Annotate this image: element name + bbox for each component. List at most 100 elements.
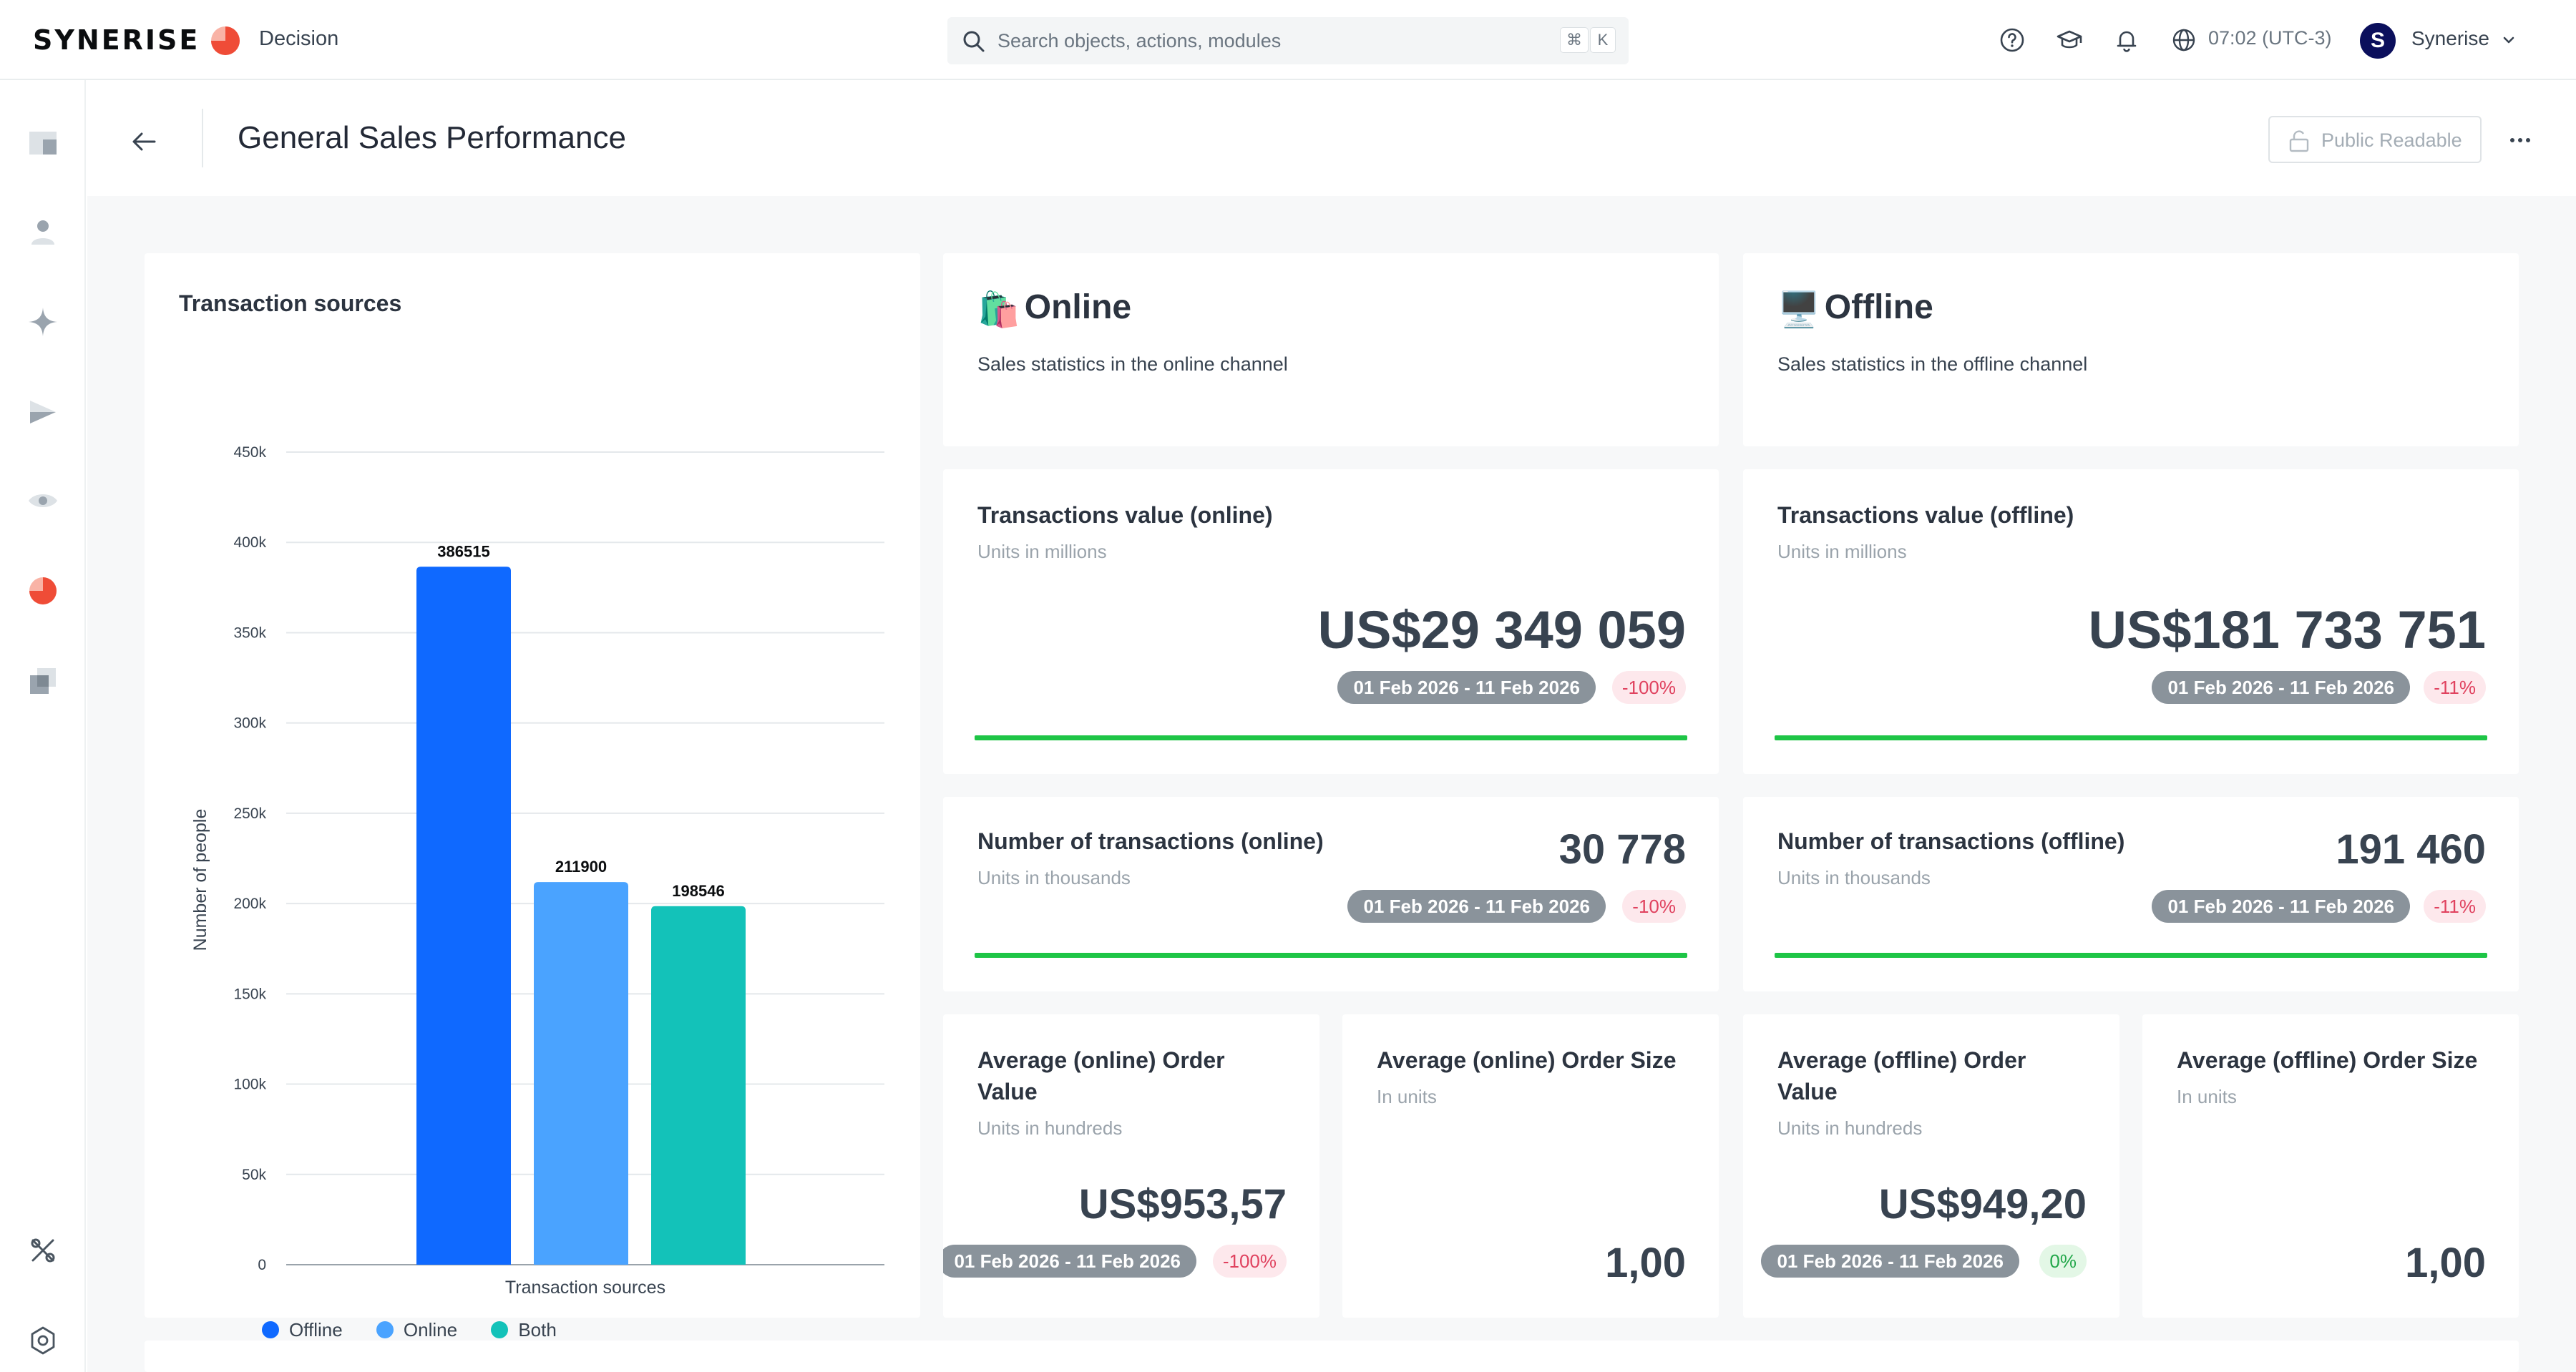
data-management-icon[interactable] <box>27 665 59 697</box>
shopping-bags-icon: 🛍️ <box>977 290 1020 329</box>
change-percent-chip: -100% <box>1611 671 1686 704</box>
header-divider <box>202 109 203 167</box>
kpi-value: US$181 733 751 <box>2088 600 2486 660</box>
kpi-subtitle: Units in hundreds <box>1777 1117 1923 1139</box>
profiles-person-icon[interactable] <box>27 216 59 248</box>
module-name[interactable]: Decision <box>259 27 339 50</box>
academy-icon[interactable] <box>2055 26 2084 54</box>
back-arrow-icon[interactable] <box>127 124 162 159</box>
sidebar <box>0 80 86 1372</box>
chart-card-title: Transaction sources <box>179 290 402 316</box>
public-readable-label: Public Readable <box>2321 129 2462 151</box>
legend-label-offline: Offline <box>289 1319 343 1341</box>
chevron-down-icon[interactable] <box>2499 30 2519 50</box>
y-tick-label: 0 <box>258 1257 266 1273</box>
search-box[interactable]: Search objects, actions, modules ⌘ K <box>947 17 1629 64</box>
progress-bar <box>1775 953 2487 958</box>
globe-icon[interactable] <box>2170 26 2198 54</box>
kpi-value: US$29 349 059 <box>1317 600 1686 660</box>
change-percent-chip: 0% <box>2039 1245 2087 1278</box>
y-tick-label: 50k <box>242 1167 266 1183</box>
decision-module-icon <box>211 26 240 55</box>
progress-bar <box>975 735 1687 740</box>
online-subtitle: Sales statistics in the online channel <box>977 353 1288 375</box>
bar-offline[interactable] <box>416 567 511 1265</box>
date-range-chip: 01 Feb 2026 - 11 Feb 2026 <box>1761 1245 2019 1278</box>
next-dashboard-card <box>145 1341 2519 1372</box>
dashboard-icon[interactable] <box>27 127 59 159</box>
kpi-subtitle: Units in millions <box>977 541 1107 562</box>
notifications-bell-icon[interactable] <box>2112 26 2141 54</box>
change-percent-chip: -11% <box>2424 671 2486 704</box>
kpi-title-line-1: Average (offline) Order <box>1777 1047 2026 1073</box>
kpi-card-number-transactions-offline: Number of transactions (offline) Units i… <box>1743 797 2519 991</box>
legend-label-both: Both <box>518 1319 557 1341</box>
kpi-value: 1,00 <box>2405 1240 2486 1286</box>
decision-module-icon[interactable] <box>27 575 59 607</box>
bar-value-label: 386515 <box>437 542 489 560</box>
change-percent-chip: -11% <box>2424 890 2486 923</box>
kpi-subtitle: Units in millions <box>1777 541 1907 562</box>
y-axis-label: Number of people <box>190 809 210 951</box>
campaigns-send-icon[interactable] <box>27 396 59 428</box>
legend-dot-online <box>376 1321 394 1338</box>
y-tick-label: 100k <box>233 1077 266 1093</box>
x-axis-label: Transaction sources <box>505 1278 665 1298</box>
y-tick-label: 250k <box>233 805 266 822</box>
date-range-chip: 01 Feb 2026 - 11 Feb 2026 <box>1337 671 1596 704</box>
kpi-title: Number of transactions (offline) <box>1777 828 2125 854</box>
top-bar: SYNERISE Decision Search objects, action… <box>0 0 2576 80</box>
kpi-title: Average (online) Order Size <box>1377 1047 1677 1073</box>
kpi-subtitle: In units <box>2177 1086 2237 1107</box>
kpi-title-line-1: Average (online) Order <box>977 1047 1225 1073</box>
legend-item-both[interactable]: Both <box>491 1319 557 1341</box>
date-range-chip: 01 Feb 2026 - 11 Feb 2026 <box>2152 671 2410 704</box>
user-menu-name[interactable]: Synerise <box>2411 27 2489 49</box>
legend-item-online[interactable]: Online <box>376 1319 457 1341</box>
desktop-computer-icon: 🖥️ <box>1777 290 1820 329</box>
tools-icon[interactable] <box>27 1235 59 1266</box>
offline-subtitle: Sales statistics in the offline channel <box>1777 353 2088 375</box>
legend-dot-offline <box>262 1321 279 1338</box>
avatar[interactable]: S <box>2360 23 2396 59</box>
kpi-title: Average (offline) Order Value <box>1777 1044 2026 1107</box>
kpi-card-number-transactions-online: Number of transactions (online) Units in… <box>943 797 1719 991</box>
progress-bar <box>1775 735 2487 740</box>
kpi-card-average-order-size-online: Average (online) Order Size In units 1,0… <box>1342 1014 1719 1318</box>
dashboard-canvas: Transaction sources 0 50k 100k 150k 200k 250k… <box>87 196 2576 1372</box>
date-range-chip: 01 Feb 2026 - 11 Feb 2026 <box>2152 890 2410 923</box>
kpi-card-average-order-value-offline: Average (offline) Order Value Units in hu… <box>1743 1014 2119 1318</box>
bar-both[interactable] <box>651 906 746 1265</box>
kpi-title-line-2: Value <box>977 1079 1038 1104</box>
change-percent-chip: -100% <box>1212 1245 1287 1278</box>
kbd-k: K <box>1590 27 1616 53</box>
ai-sparkle-icon[interactable] <box>27 306 59 338</box>
settings-gear-icon[interactable] <box>27 1325 59 1356</box>
y-tick-label: 400k <box>233 534 266 551</box>
y-tick-label: 200k <box>233 896 266 912</box>
kpi-value: 1,00 <box>1605 1240 1686 1286</box>
timezone-clock[interactable]: 07:02 (UTC-3) <box>2208 27 2332 49</box>
synerise-logo[interactable]: SYNERISE <box>33 24 200 56</box>
kpi-card-transactions-value-offline: Transactions value (offline) Units in mi… <box>1743 469 2519 774</box>
analytics-eye-icon[interactable] <box>27 485 59 516</box>
search-placeholder[interactable]: Search objects, actions, modules <box>997 30 1282 52</box>
kpi-title-line-2: Value <box>1777 1079 1838 1104</box>
kpi-card-average-order-value-online: Average (online) Order Value Units in hun… <box>943 1014 1319 1318</box>
kpi-subtitle: Units in thousands <box>977 867 1131 888</box>
legend-item-offline[interactable]: Offline <box>262 1319 343 1341</box>
help-icon[interactable] <box>1998 26 2026 54</box>
kbd-cmd: ⌘ <box>1560 27 1589 53</box>
date-range-chip: 01 Feb 2026 - 11 Feb 2026 <box>1347 890 1606 923</box>
y-tick-label: 150k <box>233 986 266 1002</box>
y-tick-label: 350k <box>233 624 266 641</box>
kpi-title: Transactions value (online) <box>977 502 1273 528</box>
online-header-card: 🛍️ Online Sales statistics in the online … <box>943 253 1719 446</box>
kpi-value: 30 778 <box>1558 826 1686 873</box>
bar-online[interactable] <box>534 882 628 1265</box>
kpi-value: US$949,20 <box>1878 1181 2087 1228</box>
public-readable-button[interactable]: Public Readable <box>2268 116 2482 163</box>
offline-title-text: Offline <box>1824 288 1933 326</box>
kpi-value: US$953,57 <box>1078 1181 1287 1228</box>
more-options-icon[interactable] <box>2506 126 2534 155</box>
